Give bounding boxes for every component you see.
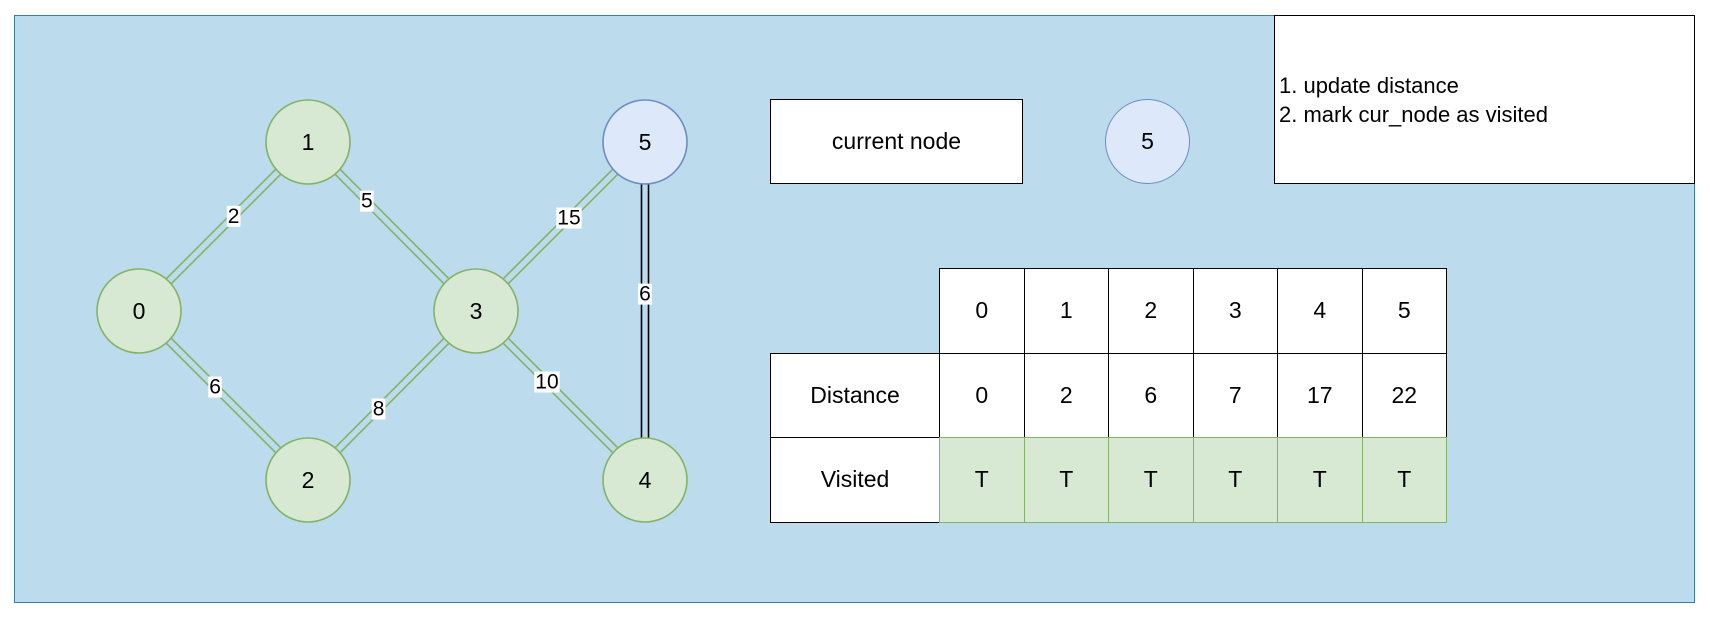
table-header-cell: 0	[939, 268, 1025, 354]
table-cell: 6	[1108, 352, 1194, 438]
table-cell: 17	[1277, 352, 1363, 438]
current-node-label: current node	[831, 128, 962, 154]
edge-weight-label: 10	[535, 370, 558, 393]
table-cell: T	[1192, 437, 1278, 523]
node-label: 0	[133, 298, 146, 324]
table-header-cell: 1	[1023, 268, 1109, 354]
table-header-cell: 4	[1277, 268, 1363, 354]
graph-node-3: 3	[433, 268, 519, 354]
current-node-label-box: current node	[770, 99, 1023, 184]
table-cell: 22	[1361, 352, 1447, 438]
table-cell: T	[1023, 437, 1109, 523]
table-cell: T	[939, 437, 1025, 523]
graph-node-5: 5	[602, 99, 688, 185]
graph-node-4: 4	[602, 437, 688, 523]
node-label: 4	[639, 467, 652, 493]
step-item: 2. mark cur_node as visited	[1279, 102, 1549, 127]
edge-2-3: 8	[334, 337, 450, 454]
edge-weight-label: 6	[639, 283, 651, 306]
edge-weight-label: 2	[228, 205, 240, 228]
graph-node-2: 2	[265, 437, 351, 523]
table-cell: 2	[1023, 352, 1109, 438]
edge-3-5: 15	[502, 168, 619, 285]
node-label: 3	[470, 298, 483, 324]
table-cell: T	[1277, 437, 1363, 523]
step-item: 1. update distance	[1279, 73, 1459, 98]
graph-node-0: 0	[96, 268, 182, 354]
table-row-label: Visited	[770, 437, 940, 523]
node-label: 1	[302, 129, 315, 155]
table-cell: T	[1108, 437, 1194, 523]
node-label: 2	[302, 467, 315, 493]
edge-weight-label: 5	[361, 190, 373, 213]
graph-node-1: 1	[265, 99, 351, 185]
edge-weight-label: 8	[373, 398, 385, 421]
table-header-cell: 5	[1361, 268, 1447, 354]
steps-box: 1. update distance 2. mark cur_node as v…	[1274, 15, 1695, 184]
current-node-indicator: 5	[1105, 99, 1190, 184]
table-header-cell: 3	[1192, 268, 1278, 354]
table-cell: 7	[1192, 352, 1278, 438]
edge-weight-label: 15	[557, 207, 580, 230]
table-row-label: Distance	[770, 352, 940, 438]
edge-0-1: 2	[165, 168, 282, 285]
current-node-value: 5	[1141, 128, 1154, 154]
node-label: 5	[639, 129, 652, 155]
table-header-cell: 2	[1108, 268, 1194, 354]
edge-5-4: 6	[638, 184, 652, 438]
table-cell: T	[1361, 437, 1447, 523]
edge-3-4: 10	[502, 337, 619, 454]
edge-0-2: 6	[165, 337, 282, 454]
edge-1-3: 5	[334, 168, 450, 285]
table-cell: 0	[939, 352, 1025, 438]
edge-weight-label: 6	[209, 376, 221, 399]
